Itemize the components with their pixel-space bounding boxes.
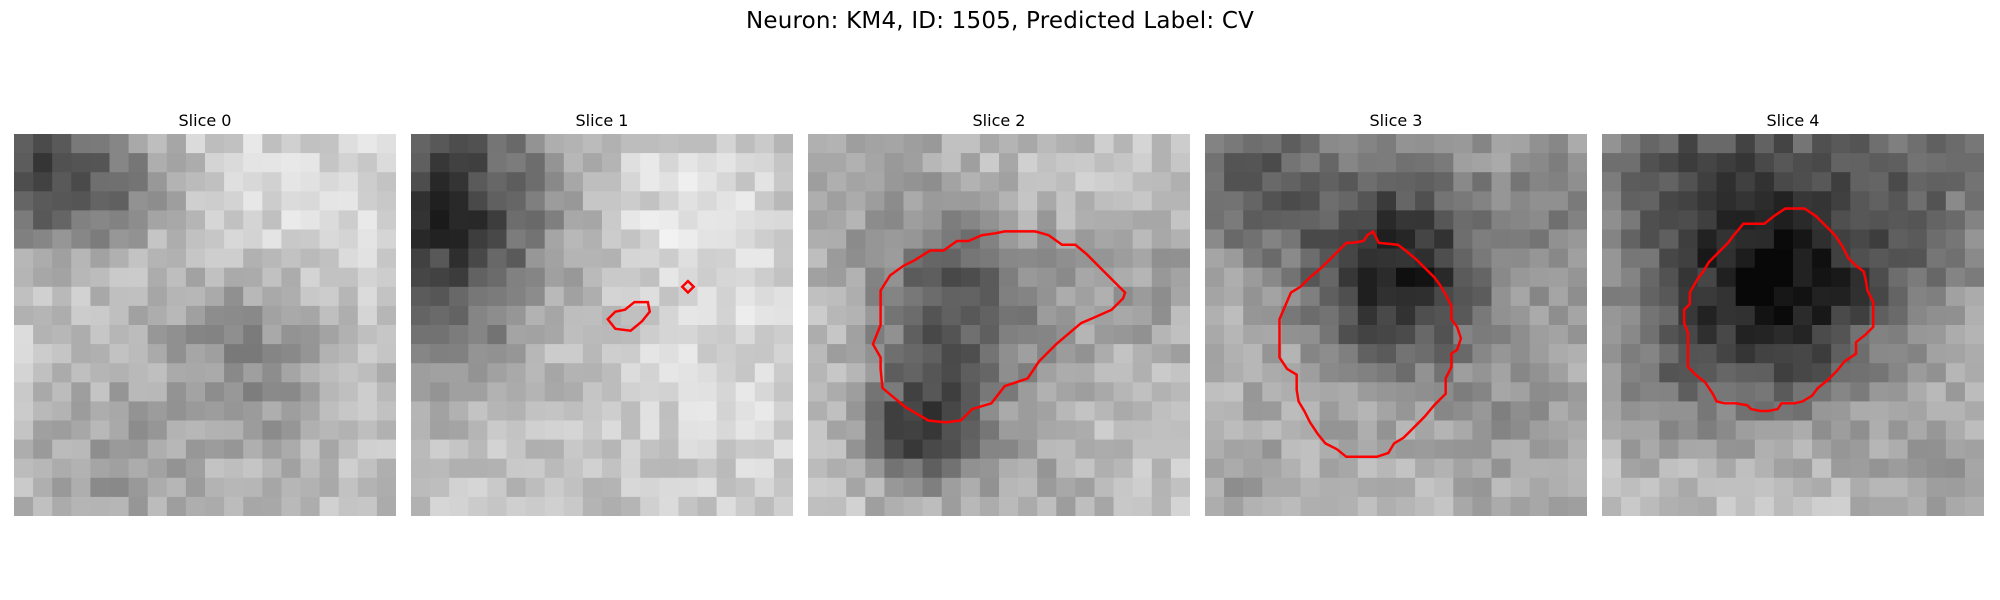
segmentation-outline [871, 230, 1127, 424]
slice-title: Slice 3 [1369, 111, 1423, 130]
segmentation-outline [1682, 207, 1875, 413]
slice-image-2 [808, 134, 1190, 516]
slice-panel-3: Slice 3 [1205, 112, 1587, 516]
slice-image-1 [411, 134, 793, 516]
slice-panel-0: Slice 0 [14, 112, 396, 516]
segmentation-outline [680, 279, 696, 295]
slice-title: Slice 4 [1766, 111, 1820, 130]
segmentation-outline [606, 300, 652, 333]
slice-panel-4: Slice 4 [1602, 112, 1984, 516]
slice-image-4 [1602, 134, 1984, 516]
slice-title: Slice 1 [575, 111, 629, 130]
slice-image-3 [1205, 134, 1587, 516]
slice-title: Slice 2 [972, 111, 1026, 130]
slice-panel-2: Slice 2 [808, 112, 1190, 516]
slice-title: Slice 0 [178, 111, 232, 130]
slice-image-0 [14, 134, 396, 516]
slice-panel-1: Slice 1 [411, 112, 793, 516]
figure-title: Neuron: KM4, ID: 1505, Predicted Label: … [745, 8, 1255, 34]
segmentation-outline [1278, 229, 1463, 459]
